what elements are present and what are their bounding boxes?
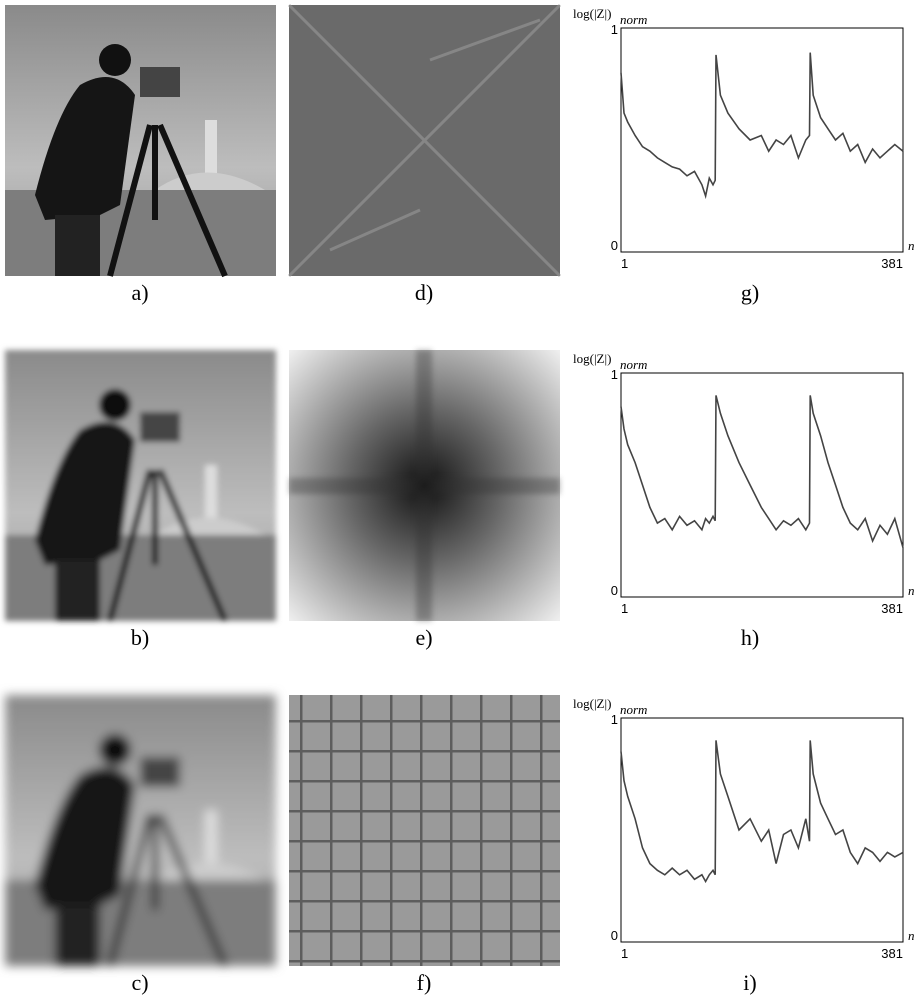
photo-blurred [5, 695, 276, 966]
caption: e) [415, 625, 432, 650]
x-tick-label: 1 [621, 256, 628, 271]
y-tick-label: 1 [611, 712, 618, 727]
caption: f) [417, 970, 432, 995]
axes-frame [621, 28, 903, 252]
y-axis-label: log(|Z|) [573, 6, 611, 21]
x-axis-label: n [908, 928, 915, 943]
caption: d) [415, 280, 433, 305]
x-tick-label: 1 [621, 946, 628, 961]
data-line [621, 53, 903, 196]
figure: a)d)g)b)e)h)c)f)i)011381nlog(|Z|)norm011… [0, 0, 918, 1006]
x-tick-label: 381 [881, 601, 903, 616]
spectrum [289, 5, 560, 276]
caption: h) [741, 625, 759, 650]
axes-frame [621, 373, 903, 597]
spectrum [289, 695, 560, 966]
photo [5, 5, 276, 276]
data-line [621, 740, 903, 881]
y-axis-label-sub: norm [620, 357, 647, 372]
x-tick-label: 381 [881, 256, 903, 271]
photo-blurred [5, 350, 276, 621]
caption: g) [741, 280, 759, 305]
y-tick-label: 0 [611, 583, 618, 598]
x-axis-label: n [908, 238, 915, 253]
caption: c) [131, 970, 148, 995]
caption: b) [131, 625, 149, 650]
y-tick-label: 0 [611, 238, 618, 253]
y-tick-label: 1 [611, 22, 618, 37]
y-tick-label: 1 [611, 367, 618, 382]
x-tick-label: 1 [621, 601, 628, 616]
data-line [621, 395, 903, 547]
y-axis-label: log(|Z|) [573, 351, 611, 366]
y-axis-label-sub: norm [620, 702, 647, 717]
axes-frame [621, 718, 903, 942]
y-axis-label: log(|Z|) [573, 696, 611, 711]
spectrum [289, 350, 560, 621]
y-tick-label: 0 [611, 928, 618, 943]
caption: a) [131, 280, 148, 305]
caption: i) [743, 970, 756, 995]
x-tick-label: 381 [881, 946, 903, 961]
x-axis-label: n [908, 583, 915, 598]
y-axis-label-sub: norm [620, 12, 647, 27]
